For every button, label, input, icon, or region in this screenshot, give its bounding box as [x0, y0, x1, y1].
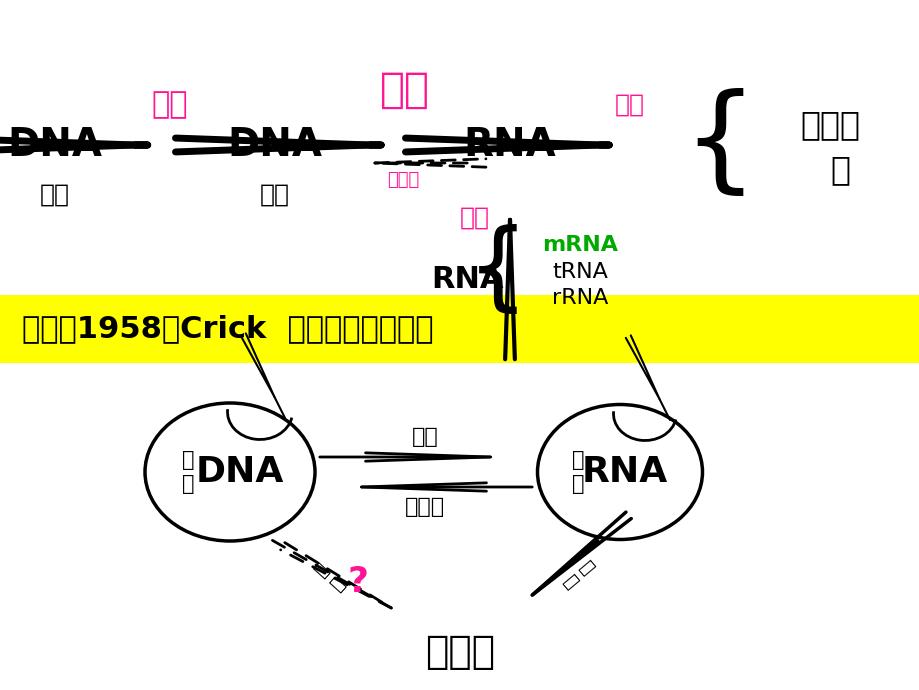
Text: 翻
译: 翻 译: [312, 561, 347, 595]
Bar: [0, 295, 919, 363]
Text: {: {: [682, 88, 756, 202]
Text: 逆转录: 逆转录: [387, 171, 419, 189]
Text: 酶: 酶: [829, 153, 849, 186]
Text: 转录: 转录: [380, 69, 429, 111]
Text: RNA: RNA: [581, 455, 667, 489]
Text: DNA: DNA: [7, 126, 102, 164]
Text: DNA: DNA: [227, 126, 323, 164]
Text: tRNA: tRNA: [551, 262, 607, 282]
Text: 复
制: 复 制: [571, 451, 584, 493]
Text: 复
制: 复 制: [182, 451, 194, 493]
Text: 这就是1958年Crick  提出的中心法则。: 这就是1958年Crick 提出的中心法则。: [22, 315, 433, 344]
Text: 逆转录: 逆转录: [404, 497, 445, 517]
Text: mRNA: mRNA: [541, 235, 618, 255]
Text: 蛋白质: 蛋白质: [425, 633, 494, 671]
Text: 翻
译: 翻 译: [559, 558, 596, 591]
Text: ?: ?: [347, 565, 369, 599]
Text: rRNA: rRNA: [551, 288, 607, 308]
Text: 转录: 转录: [411, 427, 437, 447]
Text: 蛋白质: 蛋白质: [800, 108, 859, 141]
Text: 亲代: 亲代: [40, 183, 70, 207]
Text: 复制: 复制: [152, 90, 188, 119]
Text: RNA: RNA: [463, 126, 556, 164]
Text: RNA: RNA: [431, 266, 504, 295]
Text: DNA: DNA: [196, 455, 284, 489]
Ellipse shape: [537, 404, 702, 540]
Text: {: {: [467, 224, 528, 317]
Text: 子代: 子代: [260, 183, 289, 207]
Ellipse shape: [145, 403, 314, 541]
Text: 复制: 复制: [460, 206, 490, 230]
Text: 翻译: 翻译: [614, 93, 644, 117]
